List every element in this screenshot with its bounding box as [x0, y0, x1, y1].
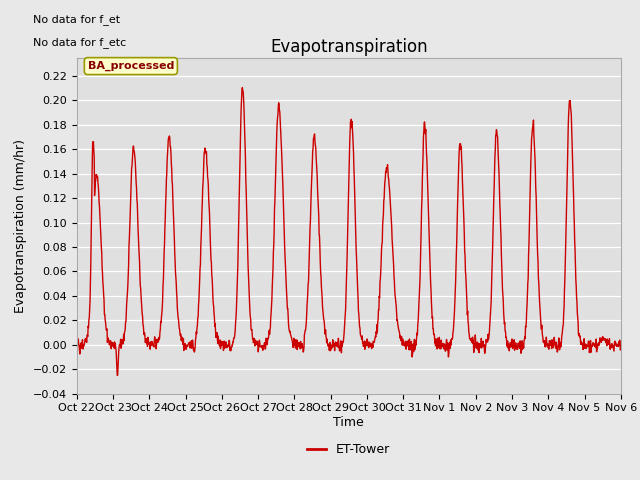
X-axis label: Time: Time [333, 416, 364, 429]
Text: No data for f_et: No data for f_et [33, 14, 120, 25]
Y-axis label: Evapotranspiration (mm/hr): Evapotranspiration (mm/hr) [14, 139, 28, 312]
Title: Evapotranspiration: Evapotranspiration [270, 38, 428, 56]
Legend: ET-Tower: ET-Tower [302, 438, 396, 461]
Text: BA_processed: BA_processed [88, 61, 174, 71]
Text: No data for f_etc: No data for f_etc [33, 37, 127, 48]
